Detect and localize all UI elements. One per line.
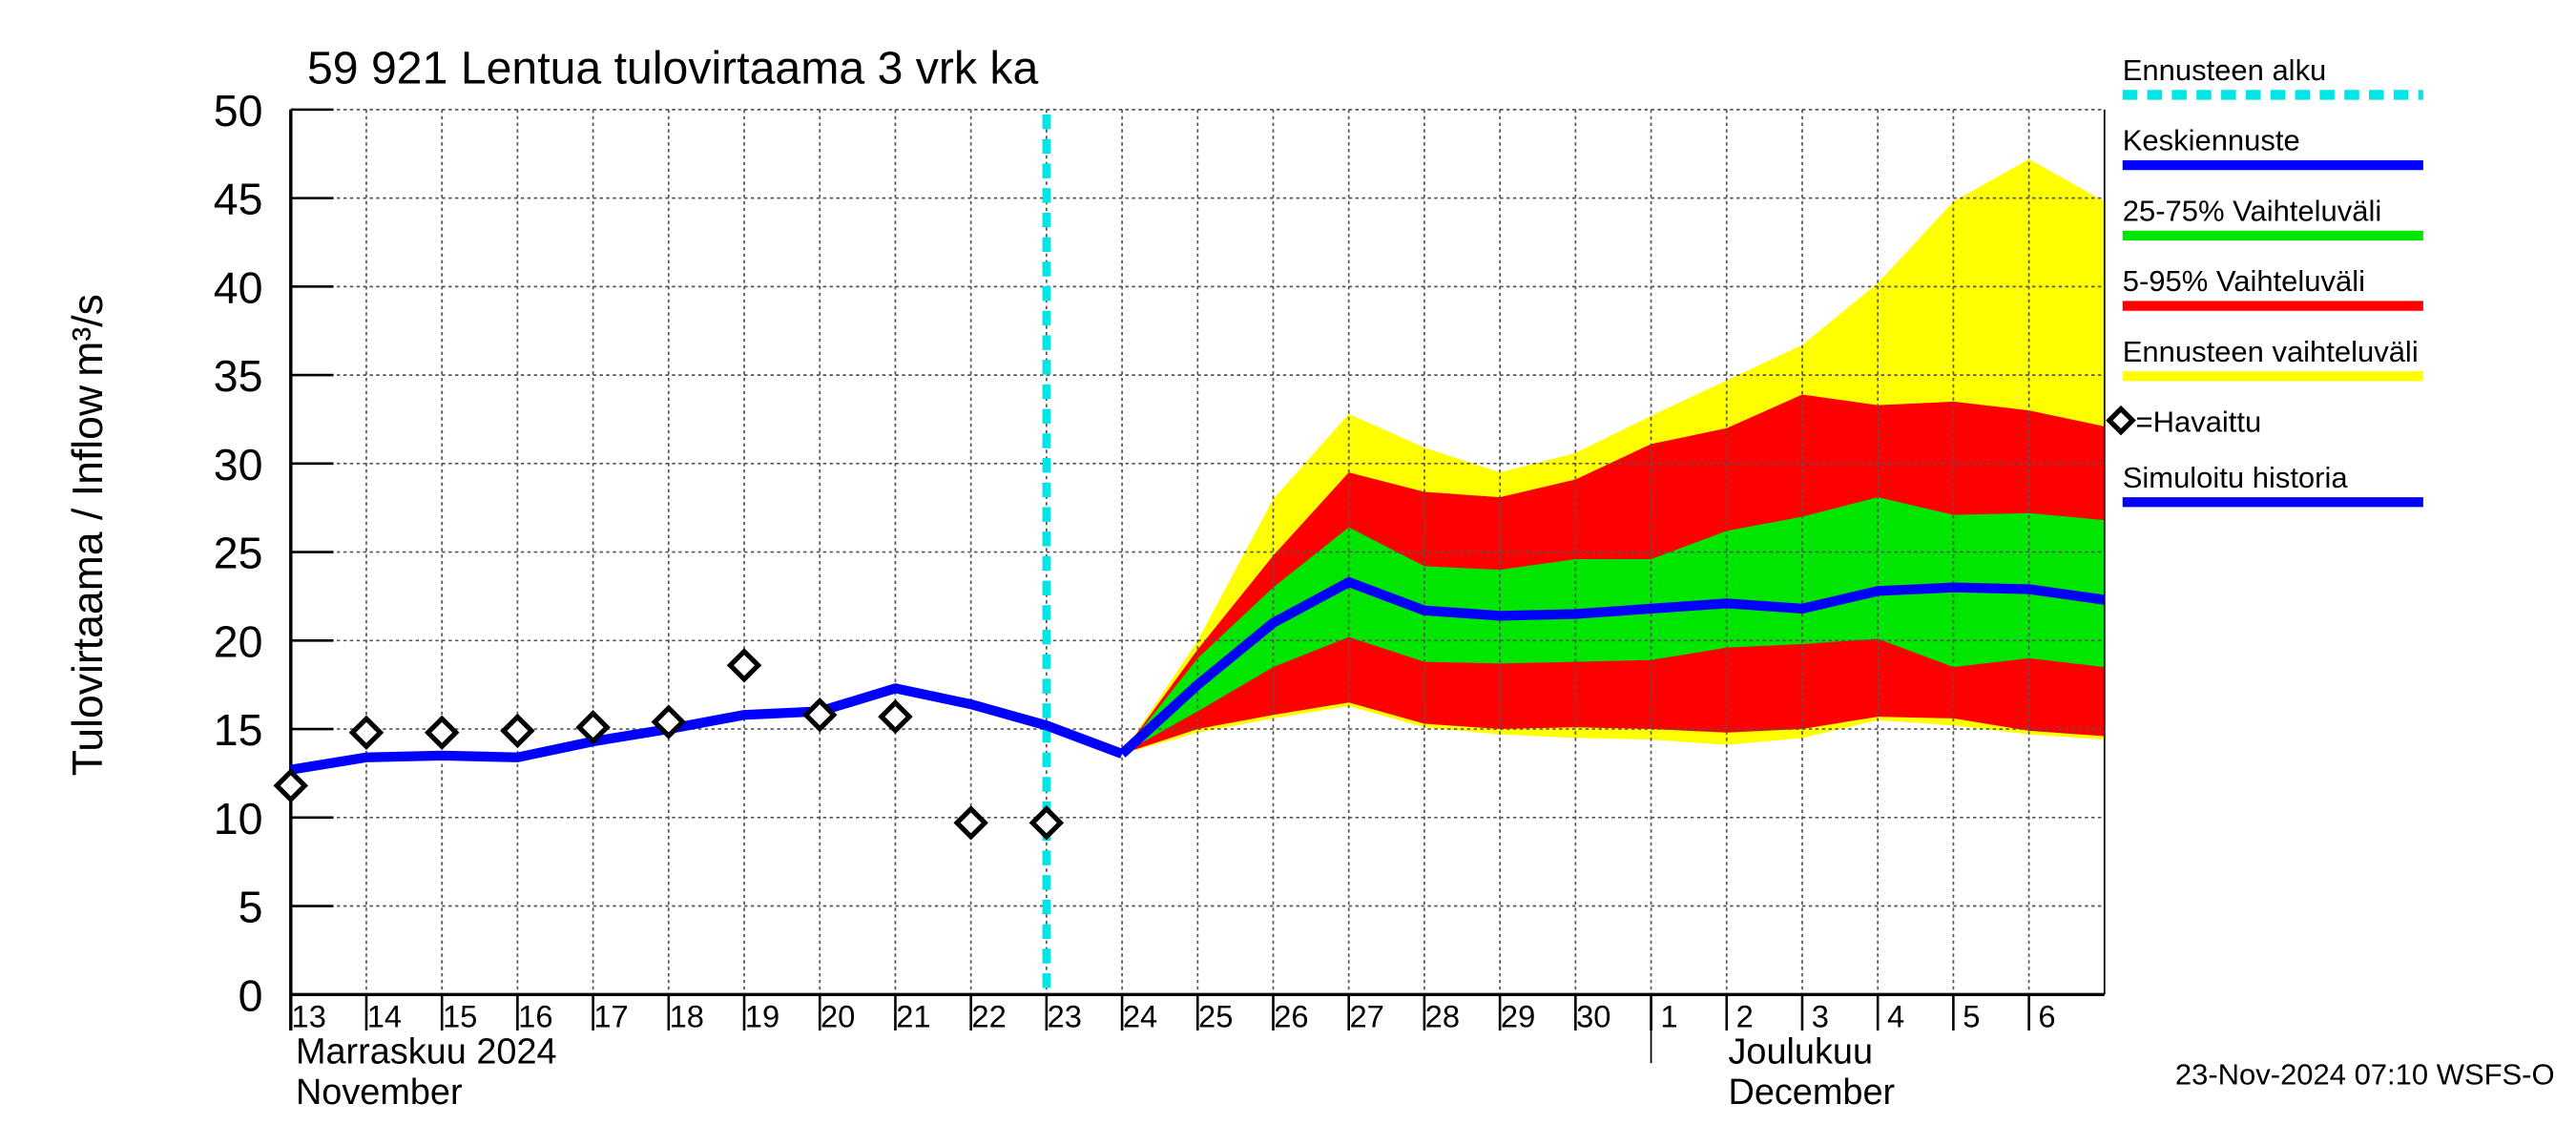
legend-label: 25-75% Vaihteluväli xyxy=(2123,194,2381,227)
x-tick-label: 16 xyxy=(518,999,552,1034)
legend-marker xyxy=(2106,405,2136,436)
x-tick-label: 6 xyxy=(2038,999,2055,1034)
x-tick-label: 5 xyxy=(1963,999,1980,1034)
observed-point xyxy=(878,698,913,735)
legend-label: =Havaittu xyxy=(2136,406,2262,439)
y-tick-label: 35 xyxy=(214,351,263,401)
x-tick-label: 25 xyxy=(1198,999,1233,1034)
legend-label: Ennusteen vaihteluväli xyxy=(2123,335,2419,368)
y-tick-label: 5 xyxy=(239,883,263,932)
legend-label: Simuloitu historia xyxy=(2123,461,2349,494)
y-tick-label: 25 xyxy=(214,529,263,578)
observed-point xyxy=(726,648,762,683)
series-line xyxy=(1118,576,2106,758)
x-tick-label: 18 xyxy=(670,999,704,1034)
observed-point xyxy=(651,704,687,739)
month-label: December xyxy=(1728,1072,1895,1113)
x-tick-label: 4 xyxy=(1887,999,1904,1034)
observed-point xyxy=(424,715,460,750)
x-tick-label: 15 xyxy=(443,999,477,1034)
y-tick-label: 30 xyxy=(214,440,263,489)
y-tick-label: 50 xyxy=(214,86,263,135)
forecast-band xyxy=(1122,497,2105,755)
x-tick-label: 19 xyxy=(745,999,779,1034)
month-label: Joulukuu xyxy=(1728,1031,1873,1072)
observed-point xyxy=(500,713,535,749)
x-tick-label: 3 xyxy=(1812,999,1829,1034)
x-tick-label: 17 xyxy=(593,999,628,1034)
legend-label: Ennusteen alku xyxy=(2123,53,2327,87)
y-tick-label: 10 xyxy=(214,794,263,843)
x-tick-label: 1 xyxy=(1660,999,1677,1034)
y-axis-unit: m³/s xyxy=(65,294,112,377)
observed-point xyxy=(801,697,838,733)
y-tick-label: 15 xyxy=(214,705,263,755)
y-tick-label: 0 xyxy=(239,971,263,1021)
month-label: Marraskuu 2024 xyxy=(296,1031,557,1072)
y-tick-label: 20 xyxy=(214,617,263,667)
y-tick-label: 40 xyxy=(214,263,263,313)
x-tick-label: 29 xyxy=(1501,999,1535,1034)
y-axis-label: Tulovirtaama / Inflow xyxy=(65,385,112,776)
x-tick-label: 21 xyxy=(896,999,930,1034)
x-tick-label: 30 xyxy=(1576,999,1610,1034)
observed-point xyxy=(348,715,384,750)
x-tick-label: 26 xyxy=(1274,999,1308,1034)
series-line xyxy=(289,683,1124,775)
legend-label: Keskiennuste xyxy=(2123,124,2300,157)
footer: 23-Nov-2024 07:10 WSFS-O xyxy=(2175,1058,2555,1092)
x-tick-label: 20 xyxy=(821,999,855,1034)
observed-point xyxy=(273,768,309,803)
x-tick-label: 13 xyxy=(292,999,326,1034)
x-tick-label: 2 xyxy=(1736,999,1754,1034)
x-tick-label: 22 xyxy=(971,999,1006,1034)
legend-label: 5-95% Vaihteluväli xyxy=(2123,264,2365,298)
x-tick-label: 24 xyxy=(1123,999,1157,1034)
observed-point xyxy=(953,805,988,841)
x-tick-label: 27 xyxy=(1349,999,1383,1034)
month-label: November xyxy=(296,1072,463,1113)
y-tick-label: 45 xyxy=(214,175,263,224)
observed-point xyxy=(1028,805,1065,841)
x-tick-label: 23 xyxy=(1048,999,1082,1034)
chart-title: 59 921 Lentua tulovirtaama 3 vrk ka xyxy=(307,43,1039,94)
x-tick-label: 28 xyxy=(1425,999,1460,1034)
observed-point xyxy=(575,710,611,745)
x-tick-label: 14 xyxy=(367,999,402,1034)
